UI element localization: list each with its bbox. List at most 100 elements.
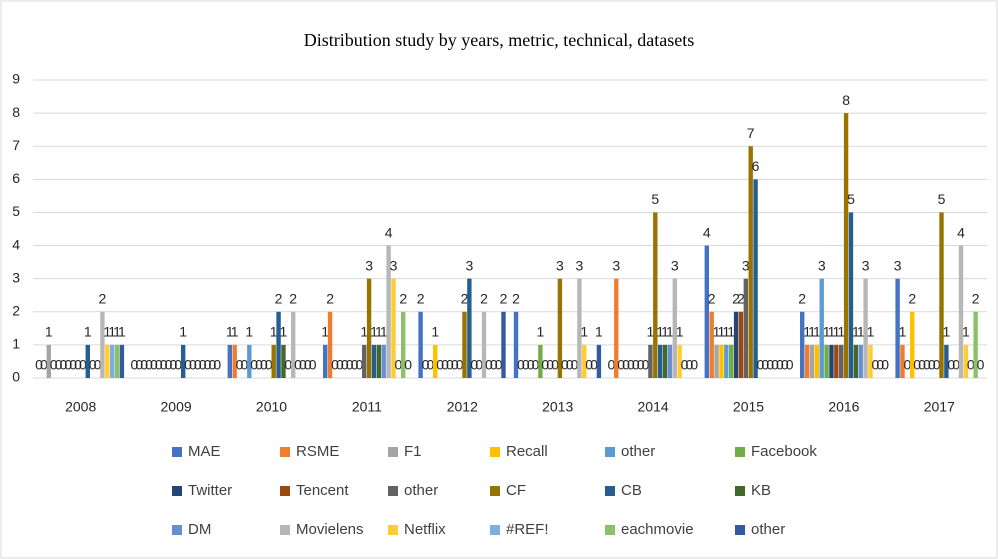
data-label: 0 (761, 357, 769, 373)
bar (900, 344, 905, 378)
data-label: 0 (160, 357, 168, 373)
bar (863, 278, 868, 378)
data-label: 0 (155, 357, 163, 373)
data-label: 0 (495, 357, 503, 373)
data-label: 0 (341, 357, 349, 373)
data-label: 3 (862, 257, 870, 273)
data-label: 1 (656, 324, 664, 340)
data-label: 0 (241, 357, 249, 373)
bar (963, 344, 969, 378)
bar (366, 278, 372, 378)
bar (391, 278, 396, 378)
bar (748, 146, 753, 378)
bar (843, 113, 849, 378)
bar (323, 344, 328, 378)
data-label: 1 (375, 324, 383, 340)
data-label: 2 (399, 290, 407, 306)
data-label: 0 (165, 357, 173, 373)
data-label: 0 (681, 357, 689, 373)
bar (281, 344, 286, 378)
data-label: 0 (517, 357, 525, 373)
data-label: 3 (742, 257, 750, 273)
data-label: 1 (867, 324, 875, 340)
data-label: 0 (436, 357, 444, 373)
bar (944, 344, 949, 378)
data-label: 5 (938, 191, 946, 207)
bar (819, 278, 824, 378)
data-label: 0 (637, 357, 645, 373)
legend-label: Movielens (296, 521, 364, 538)
bar (232, 344, 237, 378)
legend-label: other (404, 482, 438, 499)
bar (839, 344, 844, 378)
bar (662, 344, 668, 378)
data-label: 0 (150, 357, 158, 373)
data-label: 0 (265, 357, 273, 373)
bar (738, 311, 744, 378)
bar (538, 344, 543, 378)
data-label: 0 (174, 357, 182, 373)
data-label: 1 (813, 324, 821, 340)
legend-swatch (735, 486, 745, 496)
bar (467, 278, 472, 378)
data-label: 1 (380, 324, 388, 340)
bar (743, 278, 749, 378)
y-tick-label: 8 (12, 104, 20, 120)
bar (433, 344, 438, 378)
data-label: 1 (108, 324, 116, 340)
data-label: 3 (612, 257, 620, 273)
data-label: 1 (103, 324, 111, 340)
bar (614, 278, 619, 378)
data-label: 0 (546, 357, 554, 373)
data-label: 0 (145, 357, 153, 373)
data-label: 0 (776, 357, 784, 373)
y-tick-label: 7 (12, 137, 20, 153)
data-label: 1 (899, 324, 907, 340)
data-label: 1 (713, 324, 721, 340)
data-label: 0 (140, 357, 148, 373)
x-tick-label: 2016 (828, 399, 859, 415)
bar (100, 311, 105, 378)
data-label: 0 (89, 357, 97, 373)
data-label: 0 (622, 357, 630, 373)
data-label: 3 (671, 257, 679, 273)
data-label: 1 (808, 324, 816, 340)
data-label: 0 (79, 357, 87, 373)
data-label: 0 (871, 357, 879, 373)
bar (800, 311, 805, 378)
x-tick-label: 2010 (256, 399, 287, 415)
y-tick-label: 3 (12, 269, 20, 285)
data-label: 3 (390, 257, 398, 273)
data-label: 0 (451, 357, 459, 373)
data-label: 1 (231, 324, 239, 340)
x-tick-label: 2013 (542, 399, 573, 415)
data-label: 0 (781, 357, 789, 373)
bar (582, 344, 587, 378)
bar (753, 179, 758, 378)
data-label: 0 (394, 357, 402, 373)
data-label: 1 (118, 324, 126, 340)
data-label: 4 (703, 224, 711, 240)
data-label: 1 (837, 324, 845, 340)
y-tick-label: 5 (12, 203, 20, 219)
data-label: 0 (690, 357, 698, 373)
data-label: 0 (923, 357, 931, 373)
legend-label: Facebook (751, 443, 817, 460)
data-label: 0 (209, 357, 217, 373)
legend-label: Netflix (404, 521, 446, 538)
data-label: 1 (666, 324, 674, 340)
bar (814, 344, 820, 378)
bar (85, 344, 90, 378)
legend-swatch (490, 486, 500, 496)
legend-label: other (751, 521, 785, 538)
bar (829, 344, 834, 378)
data-label: 2 (500, 290, 508, 306)
bar (672, 278, 677, 378)
data-label: 1 (857, 324, 865, 340)
data-label: 2 (908, 290, 916, 306)
legend-label: RSME (296, 443, 339, 460)
data-label: 0 (250, 357, 258, 373)
data-label: 0 (336, 357, 344, 373)
data-label: 0 (642, 357, 650, 373)
